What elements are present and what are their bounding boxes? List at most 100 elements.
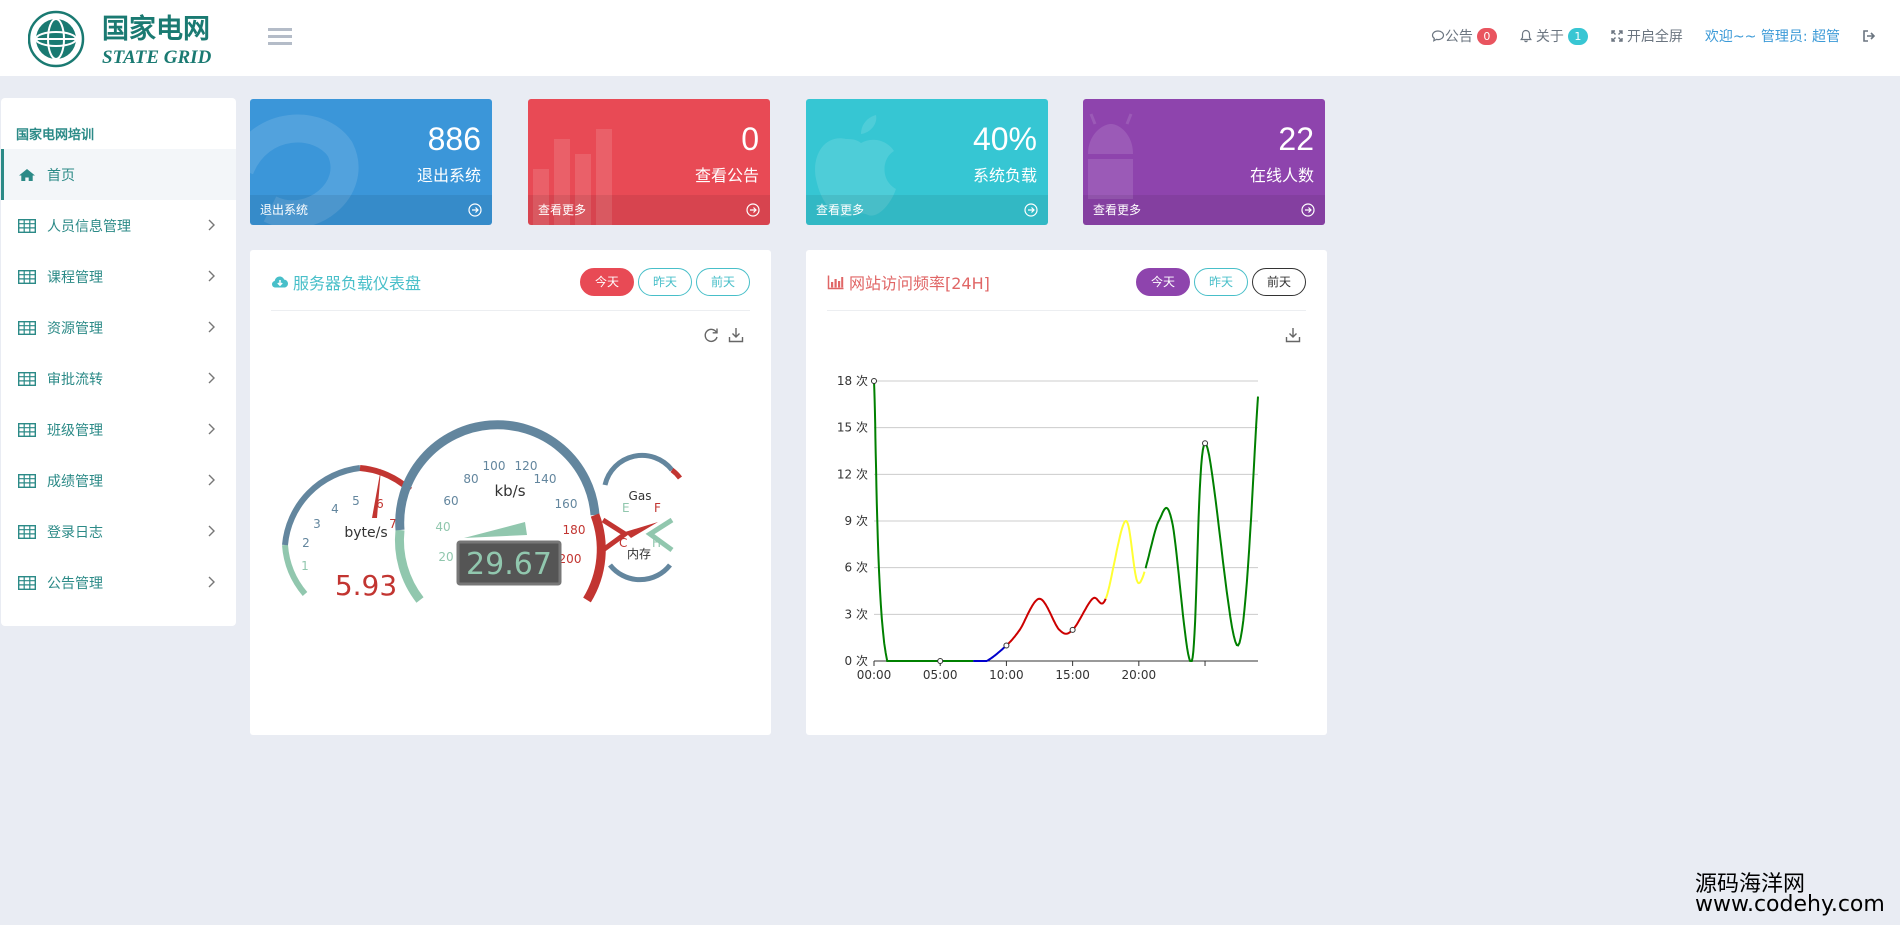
day-filter: 今天 昨天 前天 — [1132, 268, 1306, 296]
pill-yesterday[interactable]: 昨天 — [1193, 268, 1248, 296]
data-point — [1003, 642, 1010, 649]
fuel-gauge: Gas E F C H 内存 — [601, 452, 683, 583]
fuel-e-label: E — [622, 501, 630, 515]
notice-link[interactable]: 公告 0 — [1431, 26, 1497, 46]
stat-card-load[interactable]: 40% 系统负载 查看更多 — [806, 99, 1048, 225]
chevron-right-icon — [208, 219, 215, 231]
sidebar-item-label: 班级管理 — [47, 422, 103, 439]
sidebar-item-grades[interactable]: 成绩管理 — [1, 455, 236, 506]
download-icon[interactable] — [1284, 326, 1302, 344]
refresh-icon[interactable] — [702, 326, 720, 344]
y-tick-label: 9 次 — [845, 514, 868, 528]
table-icon — [18, 269, 36, 284]
about-label: 关于 — [1535, 29, 1564, 45]
home-icon — [19, 168, 35, 181]
stat-footer-link[interactable]: 查看更多 — [1083, 195, 1325, 225]
pill-day-before[interactable]: 前天 — [695, 268, 750, 296]
y-tick-label: 6 次 — [845, 561, 868, 575]
notice-label: 公告 — [1444, 29, 1473, 45]
sidebar-item-personnel[interactable]: 人员信息管理 — [1, 200, 236, 251]
menu-toggle-icon[interactable] — [268, 28, 292, 48]
speed-tick: 100 — [483, 459, 506, 473]
sidebar-item-label: 人员信息管理 — [47, 218, 131, 235]
sidebar-item-notices[interactable]: 公告管理 — [1, 557, 236, 608]
fuel-gas-label: Gas — [629, 489, 652, 503]
stat-card-online[interactable]: 22 在线人数 查看更多 — [1083, 99, 1325, 225]
fullscreen-link[interactable]: 开启全屏 — [1610, 26, 1683, 46]
y-tick-label: 3 次 — [845, 607, 868, 621]
speed-value: 29.67 — [466, 547, 552, 582]
stat-label: 系统负载 — [972, 166, 1037, 185]
rpm-unit: byte/s — [344, 525, 387, 541]
fuel-f-label: F — [654, 501, 661, 515]
rpm-tick: 3 — [313, 517, 321, 531]
data-point — [871, 378, 877, 384]
pill-today[interactable]: 今天 — [1135, 268, 1190, 296]
sidebar-item-label: 成绩管理 — [47, 473, 103, 490]
x-tick-label: 10:00 — [989, 668, 1024, 682]
stat-value: 0 — [741, 121, 759, 157]
stat-footer-link[interactable]: 查看更多 — [528, 195, 770, 225]
stat-card-logout[interactable]: 886 退出系统 退出系统 — [250, 99, 492, 225]
pill-day-before[interactable]: 前天 — [1251, 268, 1306, 296]
stat-value: 22 — [1278, 121, 1314, 157]
chevron-right-icon — [208, 474, 215, 486]
fullscreen-label: 开启全屏 — [1626, 29, 1683, 45]
y-tick-label: 0 次 — [845, 654, 868, 668]
sidebar: 国家电网培训 首页 人员信息管理 课程管理 资源管理 审批流转 班级管理 — [1, 98, 236, 626]
chevron-right-icon — [208, 576, 215, 588]
download-icon[interactable] — [727, 326, 745, 344]
rpm-gauge: 1 2 3 4 5 6 7 byte/s 5.93 — [282, 465, 413, 602]
fuel-pointer — [625, 522, 658, 538]
about-link[interactable]: 关于 1 — [1519, 26, 1588, 46]
sidebar-item-login-log[interactable]: 登录日志 — [1, 506, 236, 557]
comment-icon — [1431, 30, 1445, 42]
stat-footer-text: 退出系统 — [260, 203, 309, 217]
x-tick-label: 15:00 — [1055, 668, 1090, 682]
bar-chart-icon — [827, 275, 844, 290]
notice-count-badge: 0 — [1476, 27, 1497, 45]
stat-footer-text: 查看更多 — [538, 203, 587, 217]
table-icon — [18, 371, 36, 386]
data-point — [1202, 440, 1209, 447]
sidebar-item-approval[interactable]: 审批流转 — [1, 353, 236, 404]
about-count-badge: 1 — [1567, 27, 1588, 45]
fuel-memory-label: 内存 — [627, 547, 651, 561]
y-tick-label: 12 次 — [837, 467, 868, 481]
server-load-panel: 服务器负载仪表盘 今天 昨天 前天 1 2 3 4 5 6 7 byte/s 5… — [250, 250, 771, 735]
speed-tick: 80 — [463, 472, 478, 486]
pill-today[interactable]: 今天 — [579, 268, 634, 296]
sidebar-item-classes[interactable]: 班级管理 — [1, 404, 236, 455]
arrow-circle-right-icon — [1301, 203, 1315, 217]
gauge-dashboard: 1 2 3 4 5 6 7 byte/s 5.93 Gas E F C H 内存 — [282, 420, 683, 603]
y-tick-label: 15 次 — [837, 421, 868, 435]
panel-title-text: 服务器负载仪表盘 — [293, 274, 422, 293]
rpm-tick: 5 — [352, 494, 360, 508]
rpm-tick: 6 — [376, 497, 384, 511]
visit-line-chart: 0 次 3 次 6 次 9 次 12 次 15 次 18 次 00:00 05:00 10:00 1… — [837, 374, 1259, 682]
speed-tick: 40 — [435, 520, 450, 534]
state-grid-logo[interactable]: 国家电网 STATE GRID — [27, 6, 218, 68]
sidebar-title: 国家电网培训 — [16, 128, 95, 143]
speed-tick: 20 — [438, 550, 453, 564]
series-line-segment — [873, 380, 974, 662]
stat-label: 在线人数 — [1249, 166, 1314, 185]
pill-yesterday[interactable]: 昨天 — [637, 268, 692, 296]
sidebar-item-home[interactable]: 首页 — [1, 149, 236, 200]
sidebar-item-resources[interactable]: 资源管理 — [1, 302, 236, 353]
series-line-segment — [1005, 596, 1107, 647]
data-point — [937, 658, 944, 664]
sidebar-item-courses[interactable]: 课程管理 — [1, 251, 236, 302]
rpm-tick: 7 — [389, 517, 397, 531]
series-line-segment — [973, 644, 1008, 662]
rpm-pointer — [372, 468, 381, 518]
stat-footer-link[interactable]: 退出系统 — [250, 195, 492, 225]
user-welcome[interactable]: 欢迎~~ 管理员: 超管 — [1704, 29, 1840, 45]
day-filter: 今天 昨天 前天 — [576, 268, 750, 296]
cloud-download-icon — [272, 276, 288, 288]
stat-card-notices[interactable]: 0 查看公告 查看更多 — [528, 99, 770, 225]
stat-footer-link[interactable]: 查看更多 — [806, 195, 1048, 225]
logout-icon[interactable] — [1862, 29, 1878, 43]
arrow-circle-right-icon — [1024, 203, 1038, 217]
table-icon — [18, 575, 36, 590]
